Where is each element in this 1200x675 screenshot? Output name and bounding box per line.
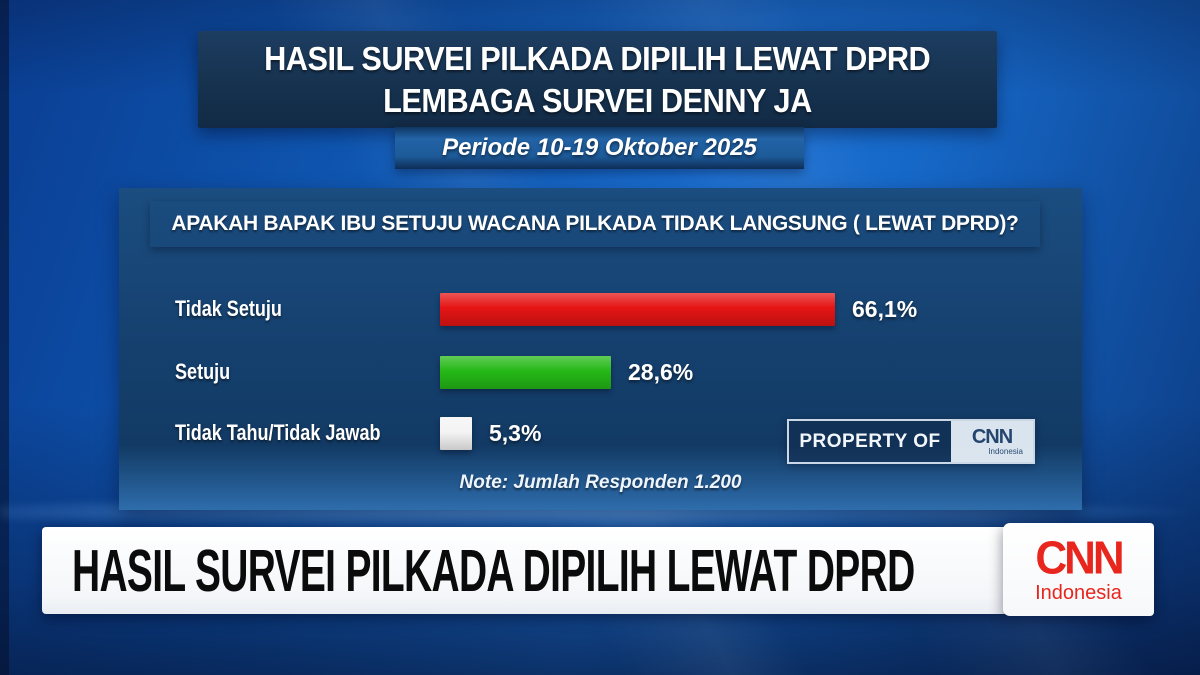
title-banner: HASIL SURVEI PILKADA DIPILIH LEWAT DPRD … <box>198 31 997 128</box>
category-label: Setuju <box>175 359 231 384</box>
bar-row: Setuju 28,6% <box>175 355 1055 389</box>
period-strip: Periode 10-19 Oktober 2025 <box>395 127 804 169</box>
bar-row: Tidak Tahu/Tidak Jawab 5,3% <box>175 416 1055 450</box>
cnn-logo-icon: CNN <box>971 426 1013 448</box>
value-label: 28,6% <box>628 358 694 385</box>
question-text: APAKAH BAPAK IBU SETUJU WACANA PILKADA T… <box>171 212 1019 235</box>
respondent-note: Note: Jumlah Responden 1.200 <box>459 472 742 493</box>
lower-third-banner: HASIL SURVEI PILKADA DIPILIH LEWAT DPRD <box>42 527 1008 614</box>
lower-third-headline: HASIL SURVEI PILKADA DIPILIH LEWAT DPRD <box>72 537 915 604</box>
category-label: Tidak Setuju <box>175 296 282 321</box>
title-line-1: HASIL SURVEI PILKADA DIPILIH LEWAT DPRD <box>264 39 931 77</box>
cnn-logo-icon: CNN <box>1035 532 1124 584</box>
category-label: Tidak Tahu/Tidak Jawab <box>175 420 381 445</box>
cnn-logo-sub-text: Indonesia <box>1035 581 1122 604</box>
value-label: 5,3% <box>489 419 542 446</box>
property-of-label-box: PROPERTY OF <box>789 421 951 462</box>
bar <box>440 355 611 389</box>
value-label: 66,1% <box>852 295 918 322</box>
cnn-logo-sub-text: Indonesia <box>988 447 1023 456</box>
period-text: Periode 10-19 Oktober 2025 <box>442 134 757 161</box>
bar <box>440 416 472 450</box>
cnn-indonesia-logo: CNN Indonesia <box>1003 523 1154 616</box>
bar-row: Tidak Setuju 66,1% <box>175 292 1055 326</box>
title-line-2: LEMBAGA SURVEI DENNY JA <box>383 81 812 119</box>
cnn-indonesia-logo-small: CNN Indonesia <box>951 421 1033 462</box>
property-of-text: PROPERTY OF <box>799 430 941 452</box>
bar <box>440 292 835 326</box>
property-of-watermark: PROPERTY OF CNN Indonesia <box>787 419 1035 464</box>
question-banner: APAKAH BAPAK IBU SETUJU WACANA PILKADA T… <box>150 201 1040 247</box>
